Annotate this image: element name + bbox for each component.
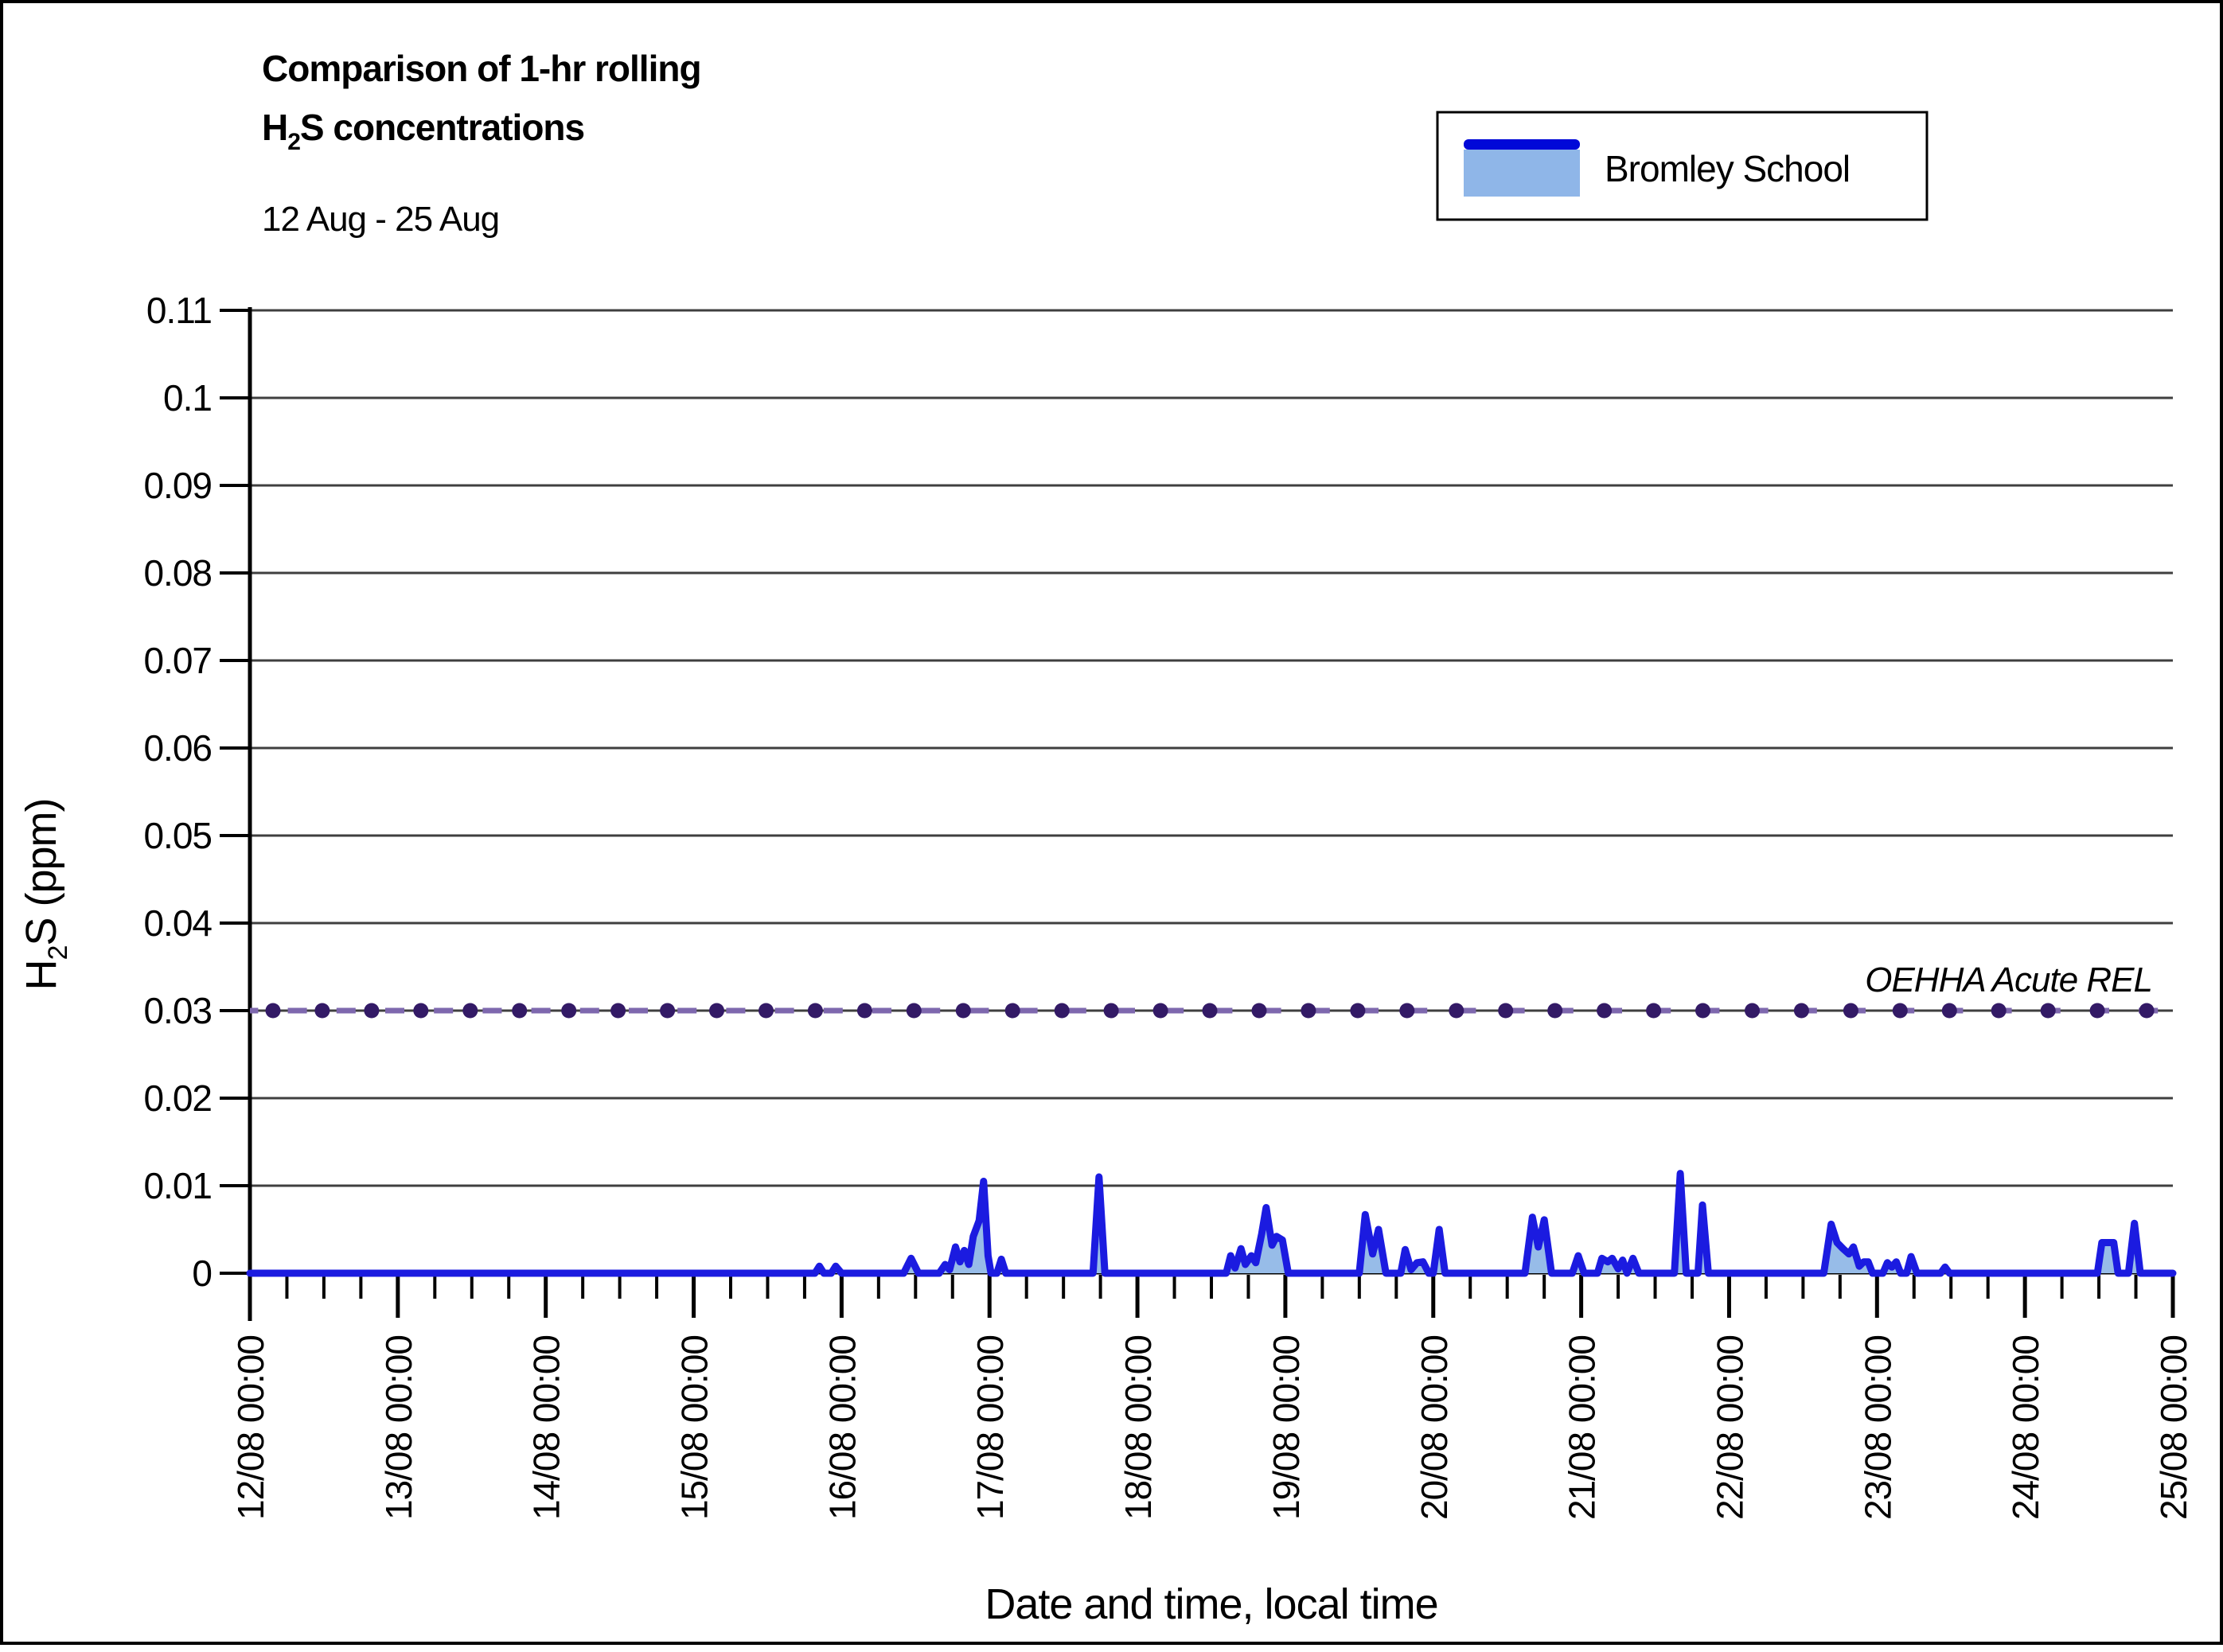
bromley-area-fill [250, 1173, 2173, 1273]
y-tick-label: 0.08 [143, 552, 212, 594]
rel-marker-dot [1004, 1003, 1020, 1019]
x-tick-label: 17/08 00:00 [969, 1335, 1011, 1520]
y-tick-label: 0.07 [143, 640, 212, 681]
rel-marker-dot [1301, 1003, 1316, 1019]
legend: Bromley School [1436, 111, 1929, 221]
x-tick-label: 21/08 00:00 [1562, 1335, 1603, 1520]
rel-marker-dot [1547, 1003, 1563, 1019]
y-axis-title: H2S (ppm) [18, 799, 73, 991]
rel-annotation-label: OEHHA Acute REL [1865, 960, 2152, 999]
chart-text-layer: Comparison of 1-hr rolling H2S concentra… [18, 48, 2153, 1628]
title-suffix: S concentrations [300, 107, 584, 148]
rel-marker-dot [413, 1003, 429, 1019]
title-h: H [262, 107, 287, 148]
x-tick-label: 18/08 00:00 [1117, 1335, 1159, 1520]
rel-marker-dot [1399, 1003, 1415, 1019]
rel-marker-dot [610, 1003, 626, 1019]
legend-swatch-fill [1464, 150, 1580, 197]
rel-marker-dot [1745, 1003, 1760, 1019]
x-tick-label: 15/08 00:00 [674, 1335, 716, 1520]
legend-swatch-line [1464, 139, 1580, 150]
rel-marker-dot [1793, 1003, 1809, 1019]
y-title-suffix: S (ppm) [18, 799, 65, 946]
rel-marker-dot [955, 1003, 971, 1019]
rel-marker-dot [906, 1003, 922, 1019]
rel-marker-dot [1695, 1003, 1710, 1019]
x-tick-label: 14/08 00:00 [526, 1335, 567, 1520]
rel-marker-dot [807, 1003, 823, 1019]
rel-marker-dot [1991, 1003, 2007, 1019]
rel-marker-dot [1251, 1003, 1267, 1019]
rel-marker-dot [462, 1003, 478, 1019]
y-tick-label: 0.1 [163, 377, 212, 419]
rel-marker-dot [1449, 1003, 1464, 1019]
h2s-comparison-chart: 0 0.01 0.02 0.03 0.04 0.05 0.06 0.07 0.08 0.09 0.1… [18, 48, 2194, 1628]
x-tick-label: 19/08 00:00 [1266, 1335, 1307, 1520]
rel-marker-dot [512, 1003, 528, 1019]
rel-marker-dot [2139, 1003, 2155, 1019]
title-sub2: 2 [287, 129, 300, 155]
rel-marker-dot [2040, 1003, 2056, 1019]
y-tick-label: 0.06 [143, 727, 212, 769]
x-axis-title: Date and time, local time [985, 1580, 1437, 1628]
rel-marker-dot [364, 1003, 380, 1019]
rel-marker-dot [709, 1003, 724, 1019]
rel-marker-dot [660, 1003, 676, 1019]
rel-marker-dot [856, 1003, 872, 1019]
rel-marker-dot [1103, 1003, 1119, 1019]
rel-marker-dot [1054, 1003, 1070, 1019]
y-title-h: H [18, 960, 65, 990]
y-tick-label: 0.11 [146, 290, 212, 331]
x-tick-label: 13/08 00:00 [378, 1335, 419, 1520]
rel-marker-dot [759, 1003, 774, 1019]
y-tick-label: 0.05 [143, 815, 212, 856]
rel-marker-dot [1498, 1003, 1514, 1019]
chart-title-line2: H2S concentrations [262, 107, 584, 155]
y-tick-label: 0.04 [143, 902, 212, 944]
x-tick-label: 23/08 00:00 [1857, 1335, 1898, 1520]
rel-marker-dot [1597, 1003, 1613, 1019]
plot-render-layer: 0 0.01 0.02 0.03 0.04 0.05 0.06 0.07 0.08 0.09 0.1… [143, 290, 2194, 1520]
rel-marker-dot [1892, 1003, 1908, 1019]
rel-marker-dot [265, 1003, 281, 1019]
rel-marker-dot [1350, 1003, 1366, 1019]
rel-marker-dot [1941, 1003, 1957, 1019]
x-tick-label: 25/08 00:00 [2153, 1335, 2194, 1520]
bromley-line [246, 1170, 2177, 1277]
x-tick-label: 12/08 00:00 [230, 1335, 271, 1520]
y-tick-label: 0.01 [143, 1165, 212, 1206]
x-tick-label: 24/08 00:00 [2005, 1335, 2046, 1520]
y-tick-label: 0.02 [143, 1077, 212, 1119]
rel-marker-dot [2089, 1003, 2105, 1019]
y-tick-label: 0.09 [143, 465, 212, 506]
rel-marker-dot [1646, 1003, 1662, 1019]
legend-series-label: Bromley School [1605, 148, 1850, 189]
x-tick-label: 22/08 00:00 [1709, 1335, 1750, 1520]
rel-marker-dot [314, 1003, 330, 1019]
y-title-sub2: 2 [43, 945, 73, 960]
rel-marker-dot [561, 1003, 577, 1019]
x-tick-label: 20/08 00:00 [1414, 1335, 1455, 1520]
chart-title-line1: Comparison of 1-hr rolling [262, 48, 701, 89]
rel-marker-dot [1152, 1003, 1168, 1019]
rel-marker-dot [1202, 1003, 1218, 1019]
y-tick-label: 0.03 [143, 990, 212, 1031]
rel-marker-dot [1843, 1003, 1858, 1019]
x-tick-label: 16/08 00:00 [821, 1335, 863, 1520]
chart-subtitle: 12 Aug - 25 Aug [262, 200, 499, 239]
y-tick-label: 0 [192, 1253, 212, 1294]
